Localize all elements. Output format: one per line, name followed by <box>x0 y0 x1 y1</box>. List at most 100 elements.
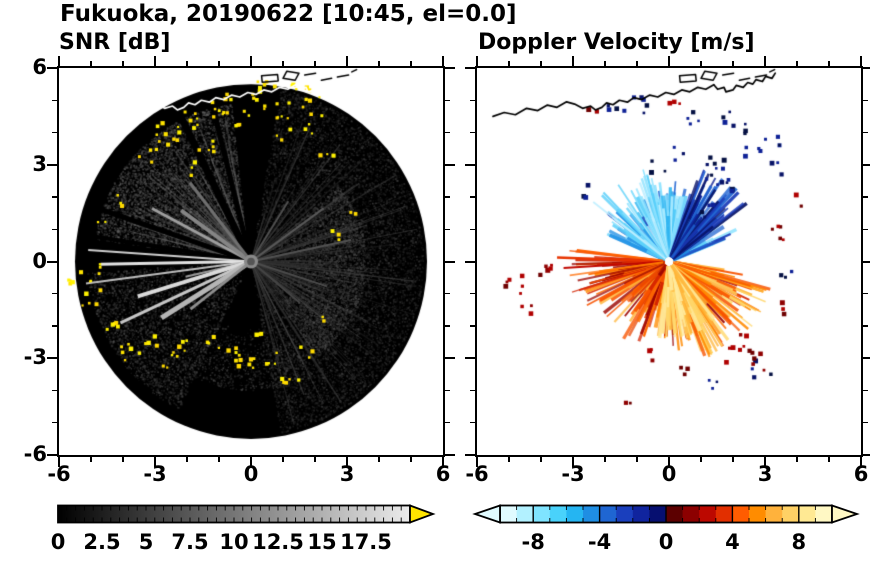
axis-tick <box>445 389 450 392</box>
axis-tick <box>52 422 57 424</box>
axis-tick <box>796 457 798 462</box>
axis-tick <box>445 196 450 198</box>
axis-tick <box>470 389 475 392</box>
axis-tick <box>863 163 870 166</box>
axis-tick <box>700 61 702 66</box>
colorbar-segment <box>616 505 634 523</box>
axis-tick <box>445 422 450 424</box>
axis-tick <box>250 56 252 66</box>
colorbar-tick-label: 12.5 <box>252 530 304 554</box>
axis-tick <box>58 457 60 467</box>
colorbar-tick-label: 15 <box>307 530 337 554</box>
colorbar-tick-label: -4 <box>587 530 612 554</box>
colorbar-segment <box>500 505 518 523</box>
axis-tick <box>508 457 510 462</box>
axis-tick <box>732 61 734 66</box>
axis-tick <box>346 457 348 467</box>
axis-tick <box>860 56 862 66</box>
axis-tick <box>636 61 638 66</box>
x-tick-label: -6 <box>465 462 489 486</box>
axis-tick <box>58 56 60 66</box>
axis-tick <box>828 457 830 462</box>
snr-panel-title: SNR [dB] <box>59 30 171 55</box>
colorbar-segment <box>533 505 551 523</box>
axis-tick <box>445 163 455 166</box>
axis-tick <box>186 61 188 66</box>
axis-tick <box>52 99 57 101</box>
axis-tick <box>470 228 475 230</box>
axis-tick <box>410 61 412 66</box>
axis-tick <box>863 325 868 327</box>
colorbar-tick-label: -8 <box>521 530 545 554</box>
axis-tick <box>52 131 57 134</box>
axis-tick <box>218 61 220 66</box>
colorbar-segment <box>715 505 733 523</box>
colorbar-tick-label: 5 <box>138 530 154 554</box>
axis-tick <box>863 196 868 198</box>
x-tick-label: 3 <box>339 462 355 486</box>
axis-tick <box>90 457 92 462</box>
colorbar-tick-label: 4 <box>725 530 740 554</box>
axis-tick <box>282 61 284 66</box>
axis-tick <box>314 61 316 66</box>
axis-tick <box>410 457 412 462</box>
y-tick-label: 0 <box>32 248 47 273</box>
axis-tick <box>154 56 156 66</box>
axis-tick <box>52 228 57 230</box>
axis-tick <box>314 457 316 462</box>
axis-tick <box>186 457 188 462</box>
x-tick-label: 6 <box>853 462 869 486</box>
snr-colorbar <box>57 504 436 524</box>
axis-tick <box>465 454 475 456</box>
axis-tick <box>378 61 380 66</box>
axis-tick <box>378 457 380 462</box>
colorbar-segment <box>749 505 767 523</box>
colorbar-tick-label: 10 <box>219 530 249 554</box>
axis-tick <box>445 454 455 456</box>
colorbar-segment <box>782 505 800 523</box>
axis-tick <box>90 61 92 66</box>
colorbar-segment <box>516 505 534 523</box>
x-tick-label: 0 <box>661 462 677 486</box>
colorbar-segment <box>699 505 717 523</box>
axis-tick <box>47 357 57 360</box>
y-tick-label: -6 <box>23 442 47 466</box>
snr-plot-area <box>47 56 455 467</box>
axis-tick <box>476 56 478 66</box>
axis-tick <box>445 260 455 263</box>
colorbar-tick-label: 0 <box>50 530 66 554</box>
axis-tick <box>445 67 455 69</box>
colorbar-segment <box>566 505 584 523</box>
colorbar-segment <box>732 505 750 523</box>
axis-tick <box>863 454 870 456</box>
axis-tick <box>863 228 868 230</box>
velocity-colorbar <box>472 504 860 524</box>
colorbar-over-arrow <box>831 504 860 524</box>
axis-tick <box>540 61 542 66</box>
velocity-radar-canvas <box>477 68 861 455</box>
axis-tick <box>863 99 868 101</box>
axis-tick <box>470 325 475 327</box>
x-tick-label: 6 <box>435 462 451 486</box>
axis-tick <box>700 457 702 462</box>
axis-tick <box>465 163 475 166</box>
colorbar-segment <box>682 505 700 523</box>
axis-tick <box>445 228 450 230</box>
axis-tick <box>863 422 868 424</box>
axis-tick <box>668 56 670 66</box>
axis-tick <box>470 422 475 424</box>
colorbar-tick-label: 17.5 <box>340 530 392 554</box>
axis-tick <box>465 67 475 69</box>
axis-tick <box>47 67 57 69</box>
axis-tick <box>540 457 542 462</box>
axis-tick <box>863 389 868 392</box>
axis-tick <box>52 325 57 327</box>
axis-tick <box>47 260 57 263</box>
y-tick-label: 6 <box>32 55 47 79</box>
axis-tick <box>860 457 862 467</box>
axis-tick <box>250 457 252 467</box>
axis-tick <box>796 61 798 66</box>
axis-tick <box>282 457 284 462</box>
colorbar-under-arrow <box>472 504 501 524</box>
